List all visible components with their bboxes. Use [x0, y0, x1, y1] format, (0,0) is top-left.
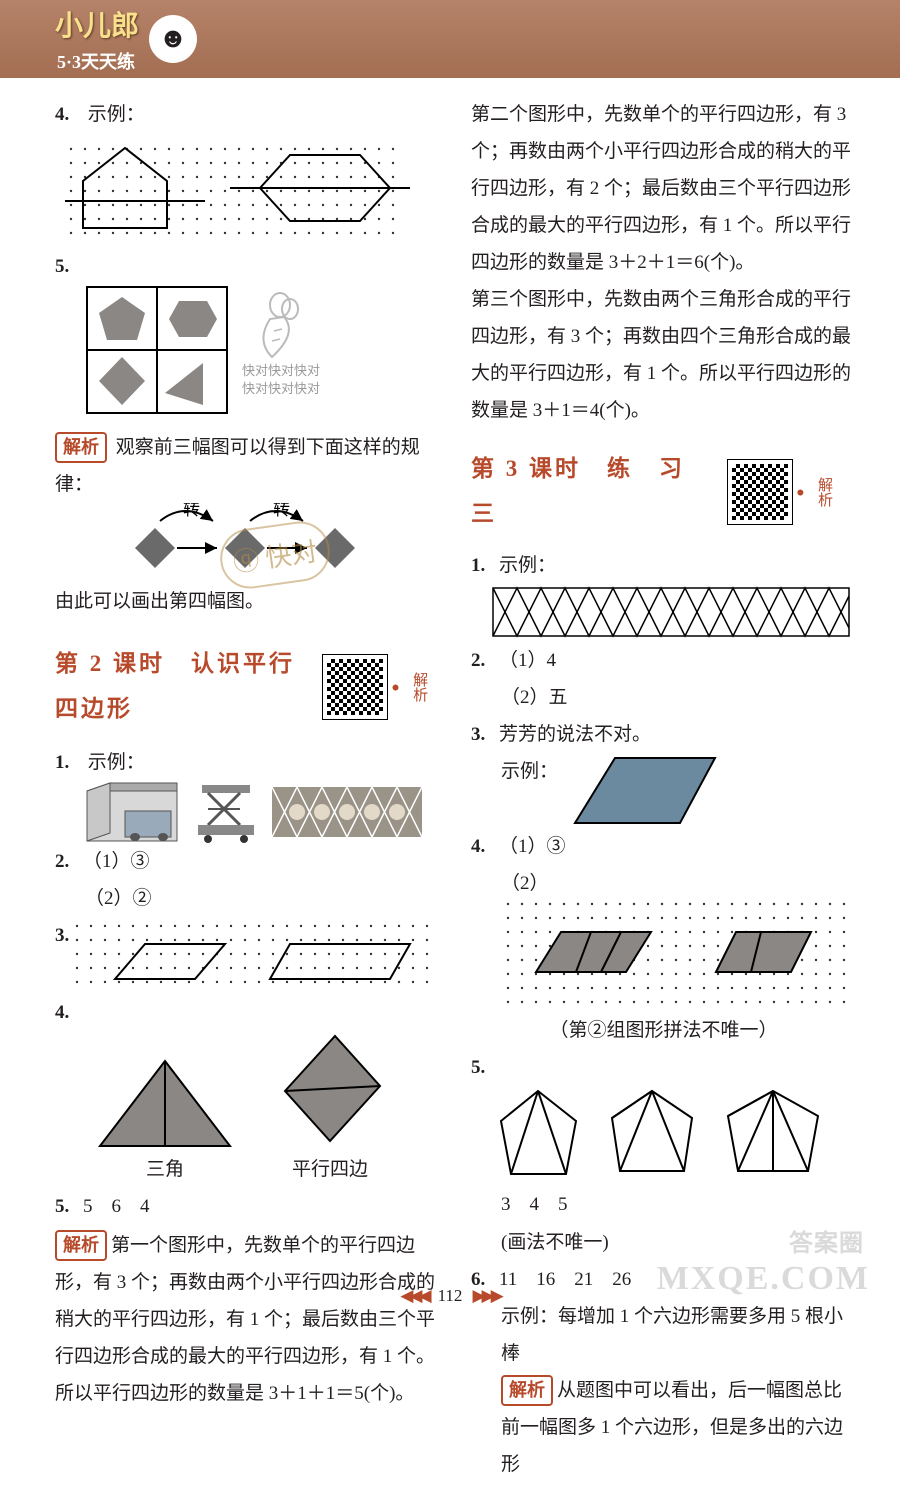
page-header: 小儿郎 5·3天天练 ☻	[0, 0, 900, 78]
example-label: 示例：	[88, 752, 145, 773]
answer-text: （2）	[501, 873, 549, 894]
example-label: 示例：	[88, 104, 145, 125]
example-label: 示例：	[501, 753, 558, 790]
q4-parallelogram	[275, 1031, 385, 1151]
carrot-icon	[242, 291, 302, 361]
q6-example: 示例：每增加 1 个六边形需要多用 5 根小棒	[501, 1298, 856, 1372]
item-number: 4.	[471, 828, 499, 865]
answer-text: （1）③	[499, 836, 566, 857]
qr-label: 解析	[404, 672, 433, 702]
item-number: 1.	[471, 547, 499, 584]
section-3-title: 第 3 课时 练 习 三	[471, 447, 716, 537]
logo-text: 小儿郎	[55, 4, 139, 44]
left-q5: 5.	[55, 248, 435, 285]
hexagon-1	[491, 1086, 586, 1186]
item-number: 1.	[55, 744, 83, 781]
answer-text: （2）五	[501, 687, 568, 708]
left-column: 4. 示例： 5.	[55, 96, 435, 1483]
svg-text:转: 转	[183, 503, 200, 519]
answer-text: 3 4 5	[501, 1186, 856, 1223]
analysis-paragraph: 第三个图形中，先数由两个三角形合成的平行四边形，有 3 个；再数由四个三角形合成…	[471, 281, 856, 429]
analysis-badge: 解析	[55, 432, 107, 463]
qr-code-icon	[728, 460, 792, 524]
shape-label: 平行四边	[275, 1151, 385, 1188]
q1-triangle-strip	[491, 584, 851, 642]
rotation-figure: 转 转	[105, 503, 365, 583]
analysis-tail: 由此可以画出第四幅图。	[55, 583, 435, 620]
item-number: 5.	[55, 248, 83, 285]
logo-subtext: 5·3天天练	[57, 48, 139, 74]
watermark-brand: 答案圈	[789, 1223, 864, 1258]
watermark-text: 快对快对快对	[242, 363, 320, 379]
item-number: 2.	[471, 642, 499, 679]
q4-note: （第②组图形拼法不唯一）	[471, 1012, 856, 1049]
item-number: 4.	[55, 994, 83, 1031]
shape-label: 三角	[95, 1151, 235, 1188]
q1-img-garage	[85, 781, 180, 843]
analysis-badge: 解析	[55, 1230, 107, 1261]
item-number: 3.	[471, 716, 499, 753]
q4-figure	[55, 133, 415, 248]
answer-text: （2）②	[85, 888, 152, 909]
analysis-paragraph: 第二个图形中，先数单个的平行四边形，有 3 个；再数由两个小平行四边形合成的稍大…	[471, 96, 856, 281]
hexagon-2	[602, 1086, 702, 1186]
q1-img-lift	[192, 781, 260, 843]
qr-code-icon	[323, 655, 387, 719]
example-label: 示例：	[499, 555, 556, 576]
answer-text: （1）4	[499, 650, 556, 671]
answer-text: 5 6 4	[83, 1196, 150, 1217]
analysis-text: 观察前三幅图可以得到下面这样的规律：	[55, 437, 420, 495]
qr-label: 解析	[809, 477, 838, 507]
item-number: 5.	[55, 1188, 83, 1225]
answer-text: 芳芳的说法不对。	[499, 724, 651, 745]
item-number: 5.	[471, 1049, 499, 1086]
item-number: 4.	[55, 96, 83, 133]
q3-trapezoid	[570, 753, 720, 828]
q1-img-pattern	[272, 781, 422, 843]
page-number: 112	[438, 1286, 463, 1306]
left-q4: 4. 示例：	[55, 96, 435, 133]
analysis-badge: 解析	[501, 1375, 553, 1406]
watermark-text: 快对快对快对	[242, 381, 320, 397]
mascot-icon: ☻	[149, 15, 197, 63]
q3-figure	[75, 924, 435, 994]
triangle-right-icon: ▶▶▶	[472, 1286, 499, 1306]
analysis-block: 解析 观察前三幅图可以得到下面这样的规律：	[55, 429, 435, 503]
answer-text: （1）③	[83, 851, 150, 872]
section-2-title: 第 2 课时 认识平行四边形	[55, 642, 311, 732]
hexagon-3	[718, 1086, 828, 1186]
q5-shape-grid	[85, 285, 230, 415]
watermark-url: MXQE.COM	[657, 1260, 870, 1298]
triangle-left-icon: ◀◀◀	[400, 1286, 427, 1306]
item-number: 2.	[55, 843, 83, 880]
q4-triangle	[95, 1056, 235, 1151]
svg-text:转: 转	[273, 503, 290, 519]
q4-dot-figure	[506, 902, 856, 1012]
